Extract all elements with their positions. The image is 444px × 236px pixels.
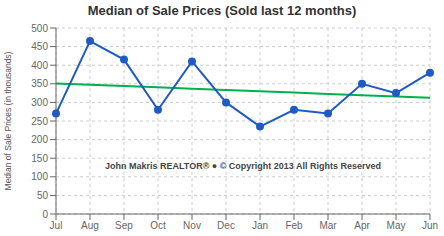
svg-text:Apr: Apr <box>354 220 370 231</box>
svg-text:500: 500 <box>31 23 48 34</box>
svg-text:Jul: Jul <box>50 220 63 231</box>
svg-text:Mar: Mar <box>319 220 337 231</box>
svg-text:Nov: Nov <box>183 220 201 231</box>
svg-text:0: 0 <box>42 209 48 220</box>
svg-text:450: 450 <box>31 41 48 52</box>
html-text:Median of Sale Prices (Sold la: Median of Sale Prices (Sold last 12 mont… <box>87 3 357 18</box>
svg-text:Sep: Sep <box>115 220 133 231</box>
svg-text:Median of Sale Prices (in thou: Median of Sale Prices (in thousands) <box>8 51 13 190</box>
svg-text:100: 100 <box>31 171 48 182</box>
svg-text:Feb: Feb <box>285 220 303 231</box>
svg-text:350: 350 <box>31 78 48 89</box>
svg-text:Oct: Oct <box>150 220 166 231</box>
html-text:John Makris REALTOR® ● © Copyr: John Makris REALTOR® ● © Copyright 2013 … <box>105 160 381 171</box>
svg-text:Aug: Aug <box>81 220 99 231</box>
svg-text:300: 300 <box>31 97 48 108</box>
svg-text:Jan: Jan <box>252 220 268 231</box>
svg-text:250: 250 <box>31 116 48 127</box>
svg-text:May: May <box>387 220 406 231</box>
svg-text:150: 150 <box>31 153 48 164</box>
svg-text:Dec: Dec <box>217 220 235 231</box>
svg-text:400: 400 <box>31 60 48 71</box>
svg-text:200: 200 <box>31 134 48 145</box>
svg-text:50: 50 <box>37 190 49 201</box>
svg-text:Jun: Jun <box>422 220 436 231</box>
